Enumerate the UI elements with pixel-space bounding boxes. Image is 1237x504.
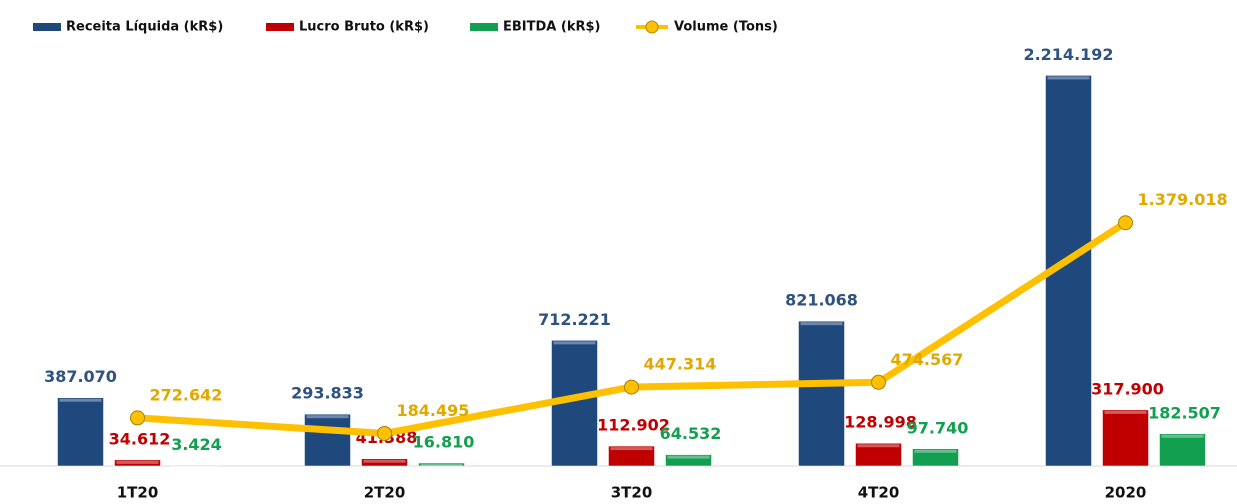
bar-highlight xyxy=(420,464,463,467)
value-label: 317.900 xyxy=(1091,379,1164,398)
legend-swatch xyxy=(33,23,61,31)
line-marker xyxy=(1118,215,1133,231)
bar-highlight xyxy=(59,398,102,402)
bar-highlight xyxy=(1104,410,1147,414)
bar xyxy=(1159,433,1206,467)
bar-highlight xyxy=(173,466,216,467)
value-label: 182.507 xyxy=(1148,403,1221,422)
value-label: 16.810 xyxy=(413,433,475,452)
bar-highlight xyxy=(1161,434,1204,438)
line-marker xyxy=(377,425,392,441)
value-label: 34.612 xyxy=(109,429,171,448)
line-marker xyxy=(624,379,639,395)
bar-highlight xyxy=(610,447,653,451)
x-tick-label: 2020 xyxy=(1105,484,1147,502)
legend-label: Lucro Bruto (kR$) xyxy=(299,20,429,35)
bar xyxy=(798,320,845,467)
line-marker xyxy=(130,410,145,426)
bar xyxy=(114,459,161,467)
value-label: 112.902 xyxy=(597,416,670,435)
bar xyxy=(855,442,902,467)
x-tick-label: 4T20 xyxy=(858,484,900,502)
bar xyxy=(418,462,465,467)
legend-label: Receita Líquida (kR$) xyxy=(66,20,223,35)
legend-marker xyxy=(645,20,659,34)
value-label: 64.532 xyxy=(660,424,722,443)
value-label: 272.642 xyxy=(150,385,223,404)
value-label: 1.379.018 xyxy=(1138,190,1228,209)
bar-highlight xyxy=(1047,76,1090,80)
bar-highlight xyxy=(306,415,349,419)
value-label: 712.221 xyxy=(538,310,611,329)
line-marker xyxy=(871,374,886,390)
bar xyxy=(361,458,408,467)
legend-label: Volume (Tons) xyxy=(674,20,778,35)
bar-highlight xyxy=(116,460,159,464)
bar-highlight xyxy=(553,341,596,345)
bar-highlight xyxy=(667,455,710,459)
value-label: 447.314 xyxy=(644,355,717,374)
x-tick-label: 1T20 xyxy=(117,484,159,502)
bar xyxy=(665,454,712,467)
value-label: 387.070 xyxy=(44,367,117,386)
legend-label: EBITDA (kR$) xyxy=(503,20,600,35)
value-label: 3.424 xyxy=(171,435,222,454)
bar xyxy=(1102,409,1149,467)
value-label: 128.998 xyxy=(844,413,917,432)
bar xyxy=(304,413,351,467)
bar-highlight xyxy=(800,322,843,326)
bar-highlight xyxy=(857,444,900,448)
value-label: 2.214.192 xyxy=(1023,45,1113,64)
x-tick-label: 2T20 xyxy=(364,484,406,502)
value-label: 293.833 xyxy=(291,384,364,403)
bar xyxy=(171,465,218,467)
bar xyxy=(912,448,959,467)
bar-highlight xyxy=(363,459,406,463)
legend-swatch xyxy=(266,23,294,31)
value-label: 474.567 xyxy=(891,350,964,369)
bar xyxy=(608,445,655,467)
value-label: 97.740 xyxy=(907,418,969,437)
line xyxy=(137,219,1128,437)
value-label: 821.068 xyxy=(785,291,858,310)
value-label: 184.495 xyxy=(397,401,470,420)
bar-highlight xyxy=(914,449,957,453)
bar xyxy=(57,397,104,467)
x-tick-label: 3T20 xyxy=(611,484,653,502)
legend-swatch xyxy=(470,23,498,31)
